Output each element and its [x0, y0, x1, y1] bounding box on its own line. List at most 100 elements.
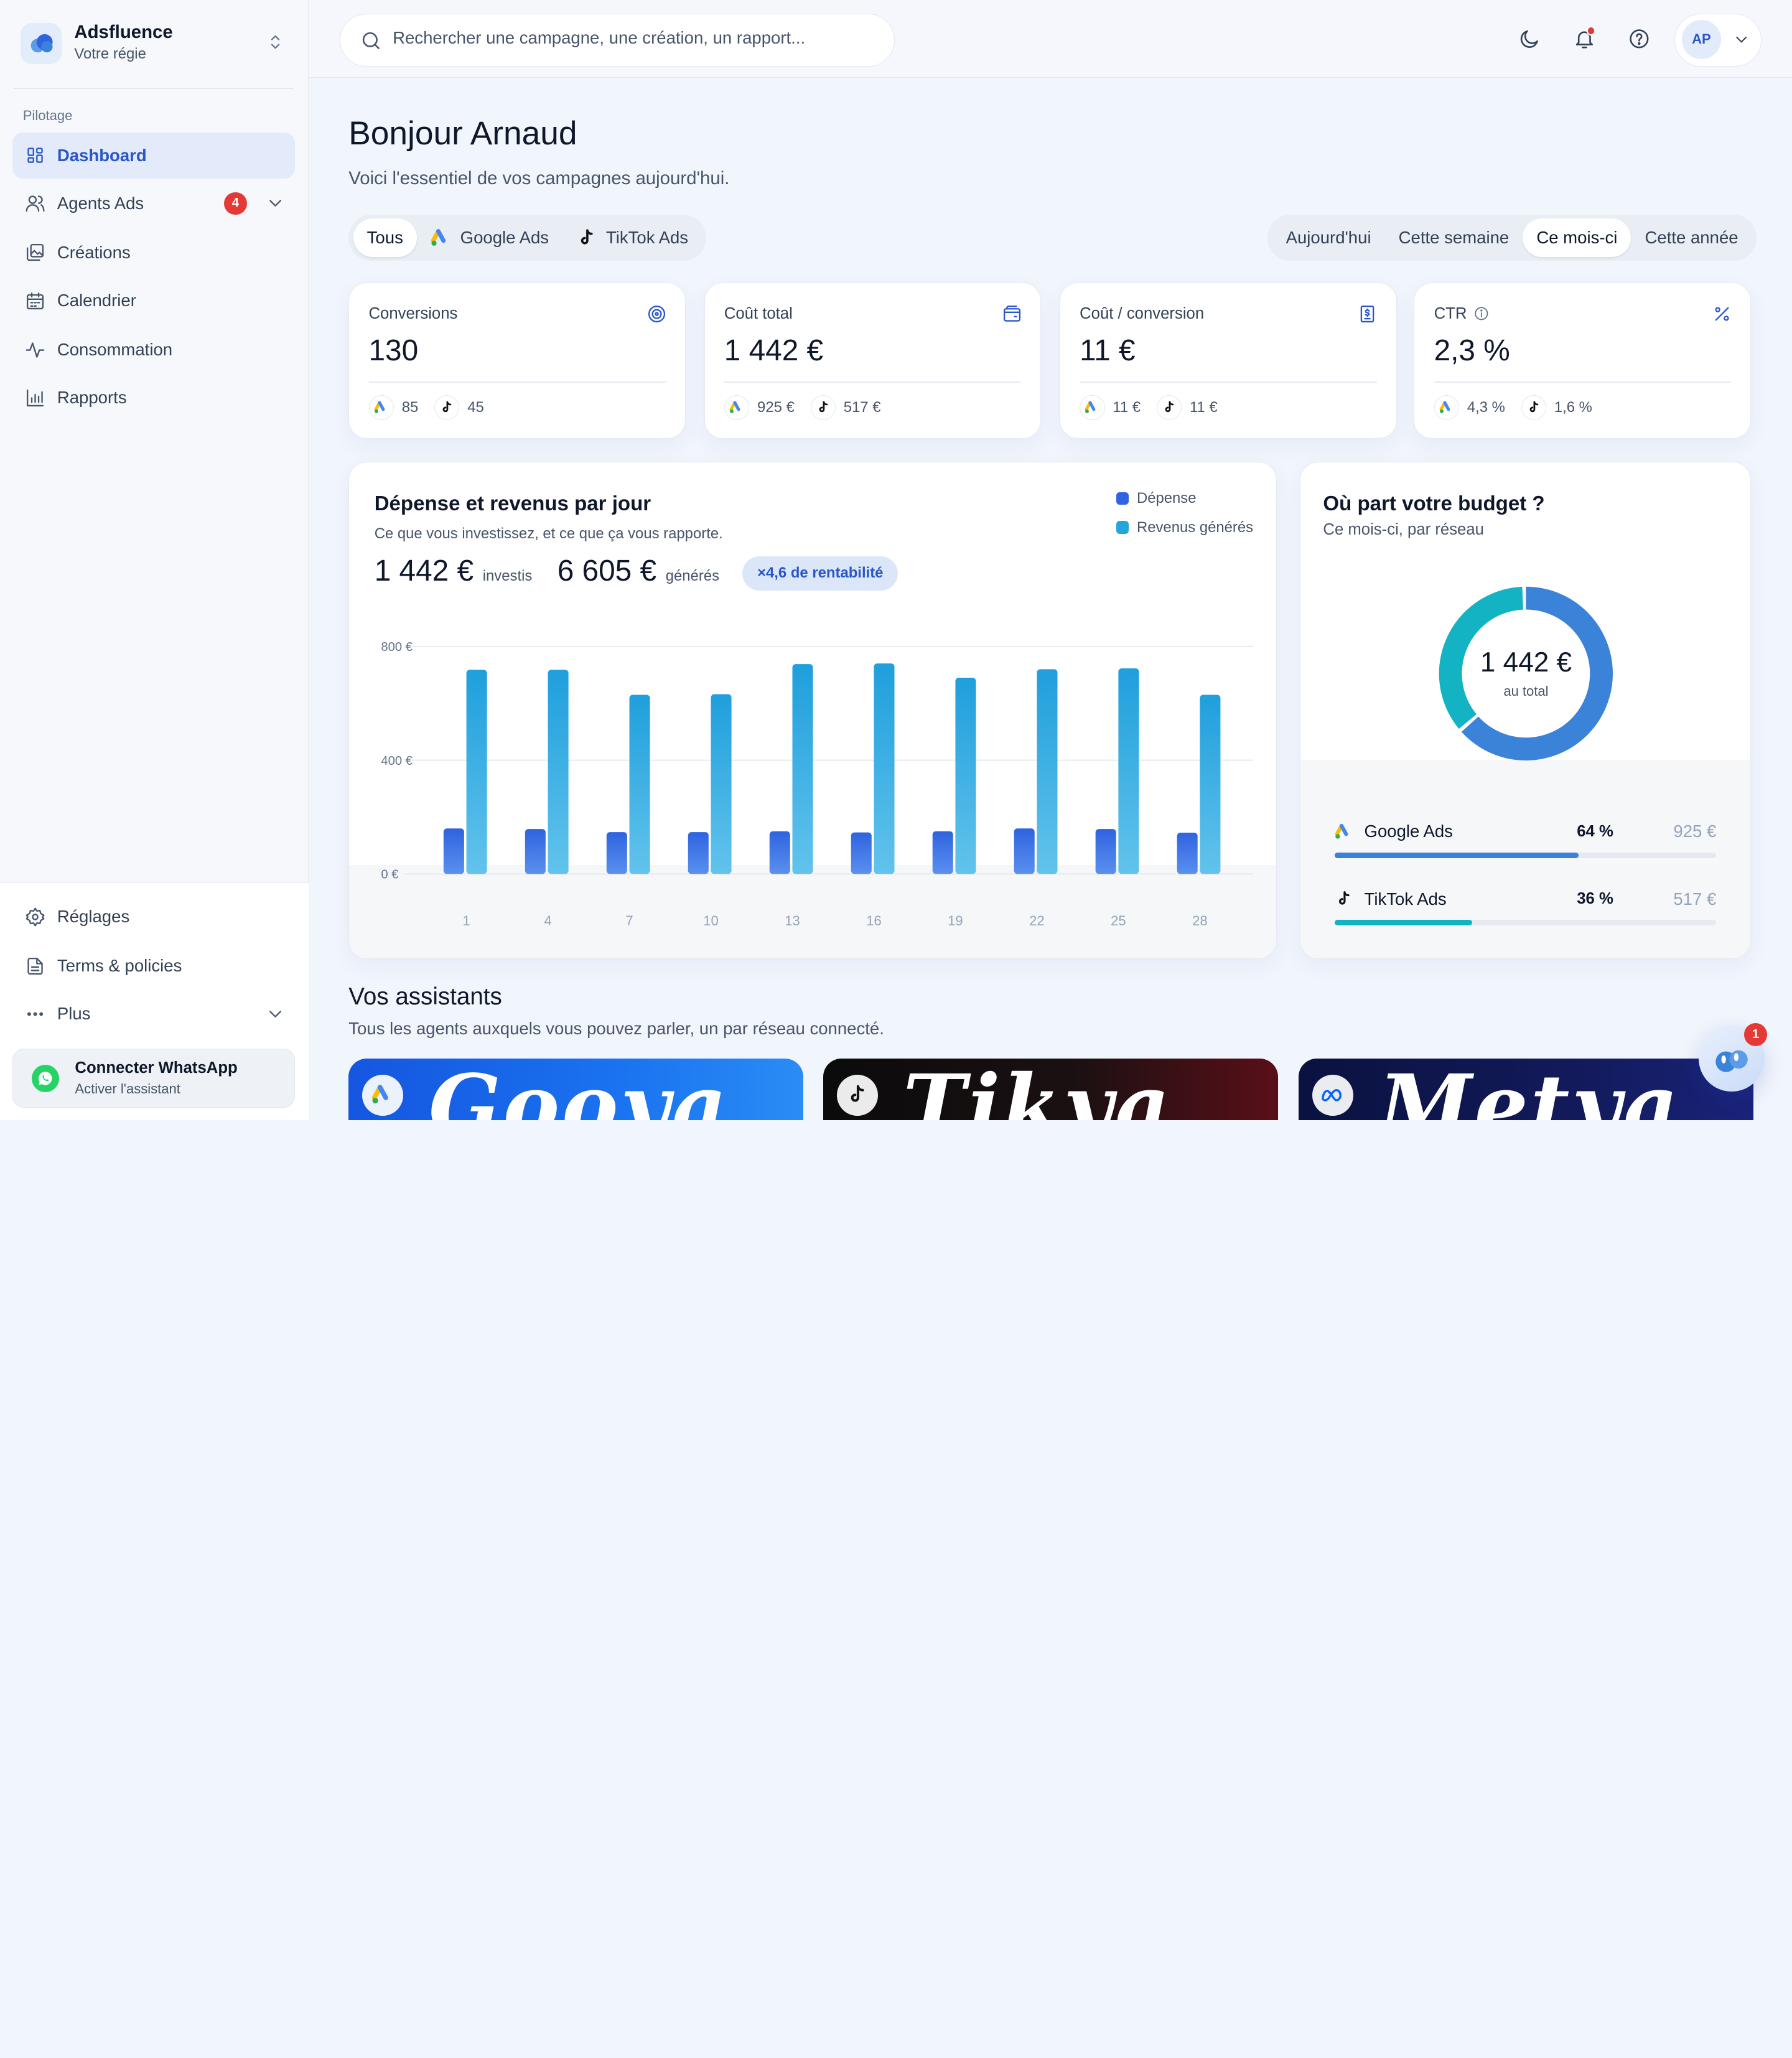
sidebar-item-calendrier[interactable]: Calendrier — [12, 278, 295, 323]
chart-title: Dépense et revenus par jour — [374, 492, 651, 515]
budget-title: Où part votre budget ? — [1323, 492, 1545, 515]
chart-summary: 1 442 € investis 6 605 € générés — [375, 554, 745, 588]
sidebar-item-rapports[interactable]: Rapports — [12, 375, 295, 421]
google-ads-icon — [368, 395, 394, 421]
sidebar-item-dashboard[interactable]: Dashboard — [12, 133, 295, 179]
spend-revenue-chart: 800 € 400 € 0 € 1 4 7 10 13 16 19 22 25 28 — [381, 640, 1254, 928]
bar-revenus — [711, 694, 732, 874]
network-filter: Tous Google Ads TikTok Ads — [348, 215, 707, 261]
gallery-icon — [27, 244, 44, 261]
invoice-icon — [1361, 305, 1374, 322]
period-year[interactable]: Cette année — [1631, 218, 1752, 257]
filter-all[interactable]: Tous — [353, 218, 417, 258]
more-icon — [27, 1012, 44, 1016]
assistant-name: Gooya — [428, 1059, 729, 1121]
chevron-down-icon — [1736, 36, 1747, 43]
sidebar-item-plus[interactable]: Plus — [12, 991, 295, 1037]
kpi-label: Coût total — [724, 304, 793, 322]
user-menu[interactable]: AP — [1674, 14, 1762, 67]
y-tick-label: 400 € — [381, 754, 413, 768]
donut-slice-google-ads — [1439, 586, 1613, 760]
info-icon[interactable] — [1473, 306, 1490, 322]
filter-tiktok-ads[interactable]: TikTok Ads — [562, 218, 702, 257]
chevron-down-icon — [269, 1011, 282, 1017]
search-input[interactable] — [393, 28, 873, 49]
kpi-value: 2,3 % — [1434, 334, 1510, 367]
notification-badge: 4 — [224, 192, 247, 215]
search-box[interactable] — [339, 14, 895, 67]
legend-item-revenus: Revenus générés — [1116, 519, 1253, 536]
sidebar-item-reglages[interactable]: Réglages — [12, 894, 295, 940]
workspace-switcher[interactable]: Adsfluence Votre régie — [21, 21, 295, 68]
filter-label: Google Ads — [460, 228, 549, 248]
help-button[interactable] — [1625, 25, 1653, 52]
kpi-value: 1 442 € — [724, 334, 824, 367]
x-tick-label: 25 — [1111, 913, 1126, 928]
bar-depense — [1014, 828, 1035, 874]
period-label: Cette année — [1645, 228, 1738, 248]
sidebar-item-agents-ads[interactable]: Agents Ads 4 — [12, 180, 295, 226]
assistant-card-gooya[interactable]: Gooya — [348, 1059, 804, 1121]
share-bar-tiktok — [1334, 919, 1472, 926]
assistant-name: Tikya — [903, 1059, 1172, 1121]
budget-total: 1 442 € — [1480, 647, 1572, 678]
sidebar: Adsfluence Votre régie Pilotage Dashboar… — [0, 0, 309, 1121]
period-filter: Aujourd'hui Cette semaine Ce mois-ci Cet… — [1267, 215, 1757, 261]
chevron-down-icon[interactable] — [265, 193, 286, 213]
dark-mode-toggle[interactable] — [1516, 25, 1543, 52]
search-icon — [362, 32, 380, 49]
sidebar-item-creations[interactable]: Créations — [12, 230, 295, 275]
assistant-card-tikya[interactable]: Tikya — [823, 1059, 1278, 1121]
network-name: TikTok Ads — [1364, 889, 1447, 909]
sidebar-item-label: Calendrier — [57, 291, 136, 311]
assistant-chat-button[interactable]: 1 — [1698, 1023, 1767, 1092]
assistants-title: Vos assistants — [348, 983, 502, 1010]
connect-whatsapp-button[interactable]: Connecter WhatsApp Activer l'assistant — [12, 1048, 295, 1108]
tiktok-icon — [1156, 395, 1182, 421]
tiktok-icon — [581, 228, 593, 245]
x-tick-label: 28 — [1192, 913, 1208, 928]
kpi-breakdown: 85 45 — [368, 395, 500, 421]
budget-donut-chart — [1439, 586, 1613, 760]
period-today[interactable]: Aujourd'hui — [1272, 218, 1385, 257]
filter-google-ads[interactable]: Google Ads — [417, 218, 562, 257]
sidebar-item-label: Consommation — [57, 340, 173, 360]
filter-label: Tous — [366, 228, 403, 248]
google-ads-icon — [431, 228, 446, 246]
tiktok-icon — [836, 1074, 878, 1116]
notification-badge: 1 — [1744, 1023, 1767, 1046]
period-month[interactable]: Ce mois-ci — [1523, 218, 1631, 258]
assistant-card-metya[interactable]: Metya — [1298, 1059, 1753, 1121]
kpi-google-value: 925 € — [757, 398, 795, 416]
sidebar-item-label: Terms & policies — [57, 956, 182, 976]
budget-row-tiktok: TikTok Ads 36 % 517 € — [1334, 887, 1717, 926]
budget-subtitle: Ce mois-ci, par réseau — [1323, 520, 1484, 538]
kpi-google-value: 11 € — [1113, 398, 1141, 416]
chevron-updown-icon — [271, 35, 280, 49]
sidebar-item-consommation[interactable]: Consommation — [12, 327, 295, 372]
network-amount: 925 € — [1673, 821, 1717, 841]
network-percent: 64 % — [1577, 822, 1613, 840]
assistants-subtitle: Tous les agents auxquels vous pouvez par… — [348, 1018, 884, 1038]
kpi-google-value: 85 — [401, 398, 419, 416]
network-percent: 36 % — [1577, 890, 1613, 908]
tiktok-icon — [1338, 891, 1350, 905]
kpi-breakdown: 4,3 % 1,6 % — [1434, 395, 1608, 421]
sidebar-item-terms[interactable]: Terms & policies — [12, 943, 295, 989]
wallet-icon — [1003, 305, 1021, 322]
legend-item-depense: Dépense — [1116, 490, 1253, 507]
users-icon — [26, 195, 45, 212]
generated-value: 6 605 € — [557, 554, 657, 588]
period-week[interactable]: Cette semaine — [1385, 218, 1523, 257]
y-tick-label: 0 € — [381, 868, 399, 882]
bar-depense — [444, 828, 465, 874]
help-icon — [1630, 29, 1649, 49]
network-name: Google Ads — [1364, 821, 1453, 841]
sidebar-item-label: Créations — [57, 242, 131, 262]
notifications-button[interactable] — [1570, 25, 1598, 52]
google-ads-icon — [1335, 823, 1348, 839]
generated-label: générés — [665, 568, 720, 585]
kpi-tiktok-value: 517 € — [843, 398, 881, 416]
bar-depense — [1095, 829, 1117, 874]
sidebar-item-label: Réglages — [57, 907, 130, 927]
